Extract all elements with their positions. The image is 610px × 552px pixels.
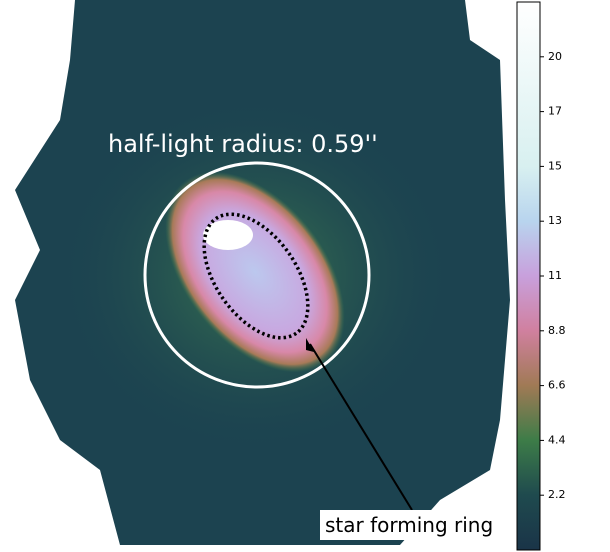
colorbar-tick-label: 13 [548, 214, 562, 227]
colorbar-tick-label: 20 [548, 50, 562, 63]
bright-knot [203, 220, 253, 250]
arrow-head [306, 338, 314, 352]
annotation: star forming ring [325, 513, 493, 537]
arrow-line [309, 343, 413, 511]
half-light-circle [143, 161, 371, 389]
annotation: half-light radius: 0.59'' [108, 130, 378, 158]
galaxy-core [165, 171, 345, 373]
colorbar-tick-label: 17 [548, 105, 562, 118]
colorbar-tick-label: 15 [548, 159, 562, 172]
colorbar [516, 1, 541, 551]
colorbar-tick-label: 11 [548, 269, 562, 282]
colorbar-tick-label: 6.6 [548, 379, 566, 392]
label-bg [320, 510, 510, 540]
colorbar-tick-label: 8.8 [548, 324, 566, 337]
colorbar-tick-label: 4.4 [548, 433, 566, 446]
colorbar-tick-label: 2.2 [548, 488, 566, 501]
star-forming-ring [202, 212, 310, 340]
